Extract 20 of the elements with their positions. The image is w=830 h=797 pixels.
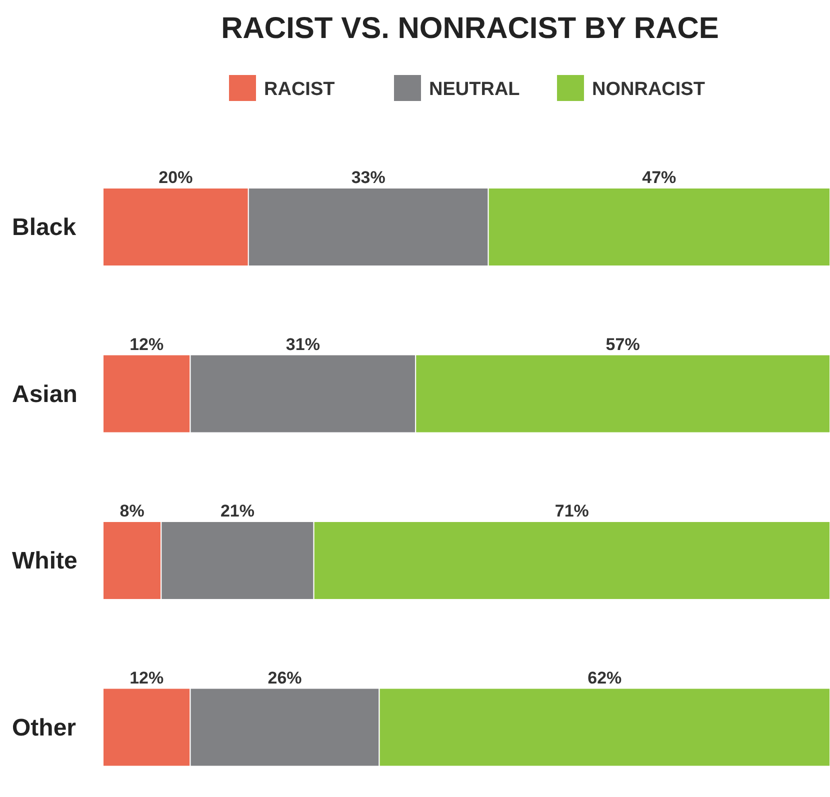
data-label: 8% <box>120 502 144 521</box>
legend-label: RACIST <box>264 79 336 100</box>
chart-title: RACIST VS. NONRACIST BY RACE <box>221 12 719 45</box>
data-label: 33% <box>351 168 386 187</box>
data-label: 62% <box>588 668 622 688</box>
data-label: 12% <box>130 334 164 354</box>
data-label: 71% <box>554 502 589 521</box>
data-label: 47% <box>642 168 676 187</box>
data-label: 31% <box>286 334 320 354</box>
data-label: 57% <box>606 334 640 354</box>
data-label: 26% <box>268 668 302 688</box>
data-label: 21% <box>220 502 255 521</box>
data-label: 12% <box>130 668 164 688</box>
legend-label: NEUTRAL <box>429 79 520 100</box>
y-tick-label: Black <box>12 214 77 241</box>
y-tick-label: White <box>12 548 78 575</box>
y-tick-label: Other <box>12 714 76 742</box>
legend-label: NONRACIST <box>592 79 706 100</box>
y-tick-label: Asian <box>12 380 78 408</box>
data-label: 20% <box>158 168 193 187</box>
